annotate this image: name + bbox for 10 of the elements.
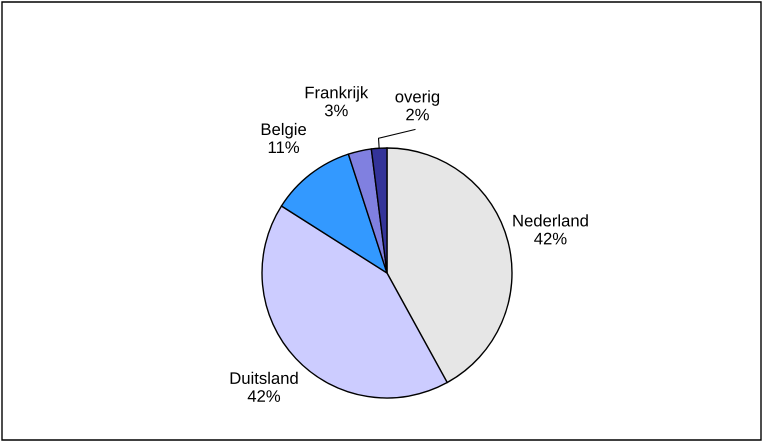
slice-label: overig: [395, 90, 440, 106]
data-label: 3%: [324, 104, 348, 116]
slice-label: Frankrijk: [306, 86, 368, 102]
slice-label: Belgie: [262, 122, 306, 138]
data-label: 2%: [406, 108, 429, 120]
slice-label: Nederland: [513, 214, 588, 227]
data-label: 11%: [268, 141, 300, 154]
slice-label: Duitsland: [230, 372, 298, 384]
data-label: 42%: [248, 390, 280, 402]
data-label: 42%: [534, 232, 567, 244]
